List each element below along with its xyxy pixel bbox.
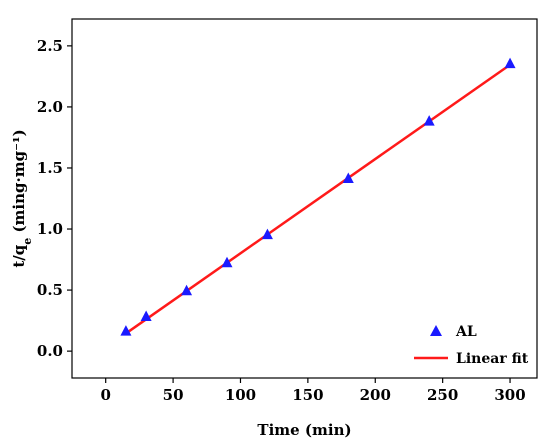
x-tick-label: 0 (100, 386, 110, 404)
legend-marker-al (430, 325, 442, 336)
data-point (423, 115, 435, 126)
y-axis-title-base: t/q (10, 244, 28, 267)
data-point (342, 172, 354, 183)
x-tick-label: 50 (163, 386, 184, 404)
y-tick-label: 2.5 (37, 37, 63, 55)
y-axis-title-units: (ming·mg⁻¹) (10, 129, 28, 237)
data-point (221, 256, 233, 268)
fit-line (125, 63, 511, 335)
y-axis-ticks: 0.0 0.5 1.0 1.5 2.0 2.5 (37, 37, 72, 360)
x-tick-label: 150 (292, 386, 323, 404)
data-point (504, 57, 516, 69)
data-point (261, 228, 273, 240)
x-tick-label: 200 (360, 386, 391, 404)
legend-label-al: AL (455, 324, 477, 340)
y-tick-label: 0.0 (37, 342, 63, 360)
plot-frame (71, 18, 538, 379)
y-tick-label: 2.0 (37, 98, 63, 116)
legend-label-linear-fit: Linear fit (456, 351, 529, 367)
x-tick-label: 250 (427, 386, 458, 404)
x-axis-ticks: 0 50 100 150 200 250 300 (100, 378, 526, 404)
data-point (140, 310, 152, 321)
y-axis-title: t/qe (ming·mg⁻¹) (10, 129, 34, 267)
data-point (120, 325, 132, 336)
x-tick-label: 100 (225, 386, 256, 404)
x-axis-title: Time (min) (257, 421, 351, 439)
y-tick-label: 1.0 (37, 220, 63, 238)
x-tick-label: 300 (494, 386, 525, 404)
data-point (181, 284, 193, 296)
y-tick-label: 0.5 (37, 281, 63, 299)
y-axis-title-subscript: e (21, 238, 34, 245)
series-layer (120, 57, 516, 336)
legend: AL Linear fit (414, 324, 529, 367)
y-tick-label: 1.5 (37, 159, 63, 177)
